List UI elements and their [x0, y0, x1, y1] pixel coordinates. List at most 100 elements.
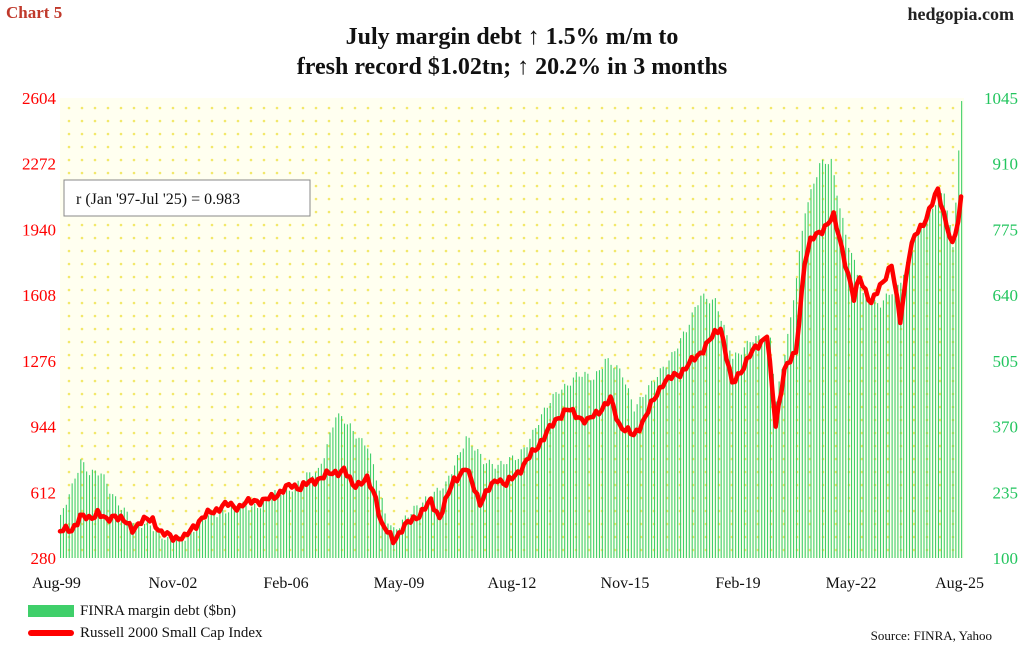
- margin-debt-bar: [436, 487, 438, 558]
- x-axis: Aug-99 Nov-02 Feb-06 May-09 Aug-12 Nov-15 Feb-…: [32, 575, 984, 592]
- margin-debt-bar: [688, 324, 690, 558]
- margin-debt-bar: [375, 480, 377, 558]
- margin-debt-bar: [248, 510, 250, 558]
- margin-debt-bar: [694, 306, 696, 558]
- margin-debt-bar: [372, 464, 375, 558]
- margin-debt-bar: [735, 352, 737, 558]
- margin-debt-bar: [68, 494, 70, 558]
- margin-debt-bar: [769, 337, 771, 558]
- margin-debt-bars: [60, 101, 963, 559]
- margin-debt-bar: [955, 202, 957, 558]
- x-axis-tick-label: Nov-02: [149, 575, 198, 592]
- margin-debt-bar: [958, 150, 960, 558]
- margin-debt-bar: [616, 365, 618, 558]
- margin-debt-bar: [819, 163, 821, 558]
- margin-debt-bar: [781, 369, 783, 558]
- margin-debt-bar: [911, 251, 913, 559]
- margin-debt-bar: [564, 383, 566, 558]
- margin-debt-bar: [775, 401, 777, 558]
- margin-debt-bar: [262, 501, 264, 558]
- margin-debt-bar: [520, 449, 522, 558]
- margin-debt-bar: [422, 502, 424, 558]
- margin-debt-bar: [856, 274, 858, 558]
- left-axis-tick-label: 2604: [22, 89, 57, 108]
- margin-debt-bar: [749, 342, 751, 558]
- margin-debt-bar: [343, 423, 346, 558]
- margin-debt-bar: [474, 450, 476, 558]
- margin-debt-bar: [465, 436, 467, 558]
- margin-debt-bar: [917, 228, 919, 558]
- margin-debt-bar: [949, 224, 951, 559]
- margin-debt-bar: [630, 399, 632, 558]
- margin-debt-bar: [653, 381, 656, 558]
- x-axis-tick-label: Feb-19: [715, 575, 760, 592]
- margin-debt-bar: [135, 522, 137, 558]
- right-axis: 100 235 370 505 640 775 910 1045: [984, 89, 1018, 568]
- margin-debt-bar: [488, 459, 490, 558]
- margin-debt-bar: [485, 463, 488, 558]
- margin-debt-bar: [370, 453, 372, 558]
- margin-debt-bar: [329, 432, 331, 558]
- margin-debt-bar: [596, 371, 598, 558]
- legend-label-margin-debt: FINRA margin debt ($bn): [80, 602, 236, 619]
- margin-debt-bar: [845, 234, 847, 559]
- margin-debt-bar: [952, 247, 954, 558]
- margin-debt-bar: [207, 515, 209, 558]
- margin-debt-bar: [401, 519, 403, 558]
- margin-debt-bar: [868, 302, 870, 558]
- margin-debt-bar: [83, 462, 85, 558]
- margin-debt-bar: [575, 372, 577, 558]
- brand-label: hedgopia.com: [907, 4, 1014, 24]
- margin-debt-bar: [193, 531, 195, 558]
- margin-debt-bar: [732, 358, 734, 558]
- margin-debt-bar: [503, 464, 505, 558]
- margin-debt-bar: [419, 507, 421, 558]
- margin-debt-bar: [471, 446, 473, 558]
- margin-debt-bar: [882, 300, 884, 558]
- margin-debt-bar: [341, 416, 343, 558]
- margin-debt-bar: [277, 491, 279, 558]
- margin-debt-bar: [752, 342, 754, 558]
- margin-debt-bar: [445, 481, 447, 558]
- margin-debt-bar: [937, 196, 940, 558]
- left-axis: 280 612 944 1276 1608 1940 2272 2604: [22, 89, 57, 568]
- margin-debt-bar: [703, 293, 705, 558]
- chart-title: July margin debt ↑ 1.5% m/m to fresh rec…: [0, 22, 1024, 82]
- margin-debt-bar: [648, 385, 650, 558]
- margin-debt-bar: [225, 513, 227, 558]
- margin-debt-bar: [677, 348, 679, 558]
- margin-debt-bar: [682, 331, 685, 558]
- margin-debt-bar: [578, 376, 580, 558]
- margin-debt-bar: [112, 494, 114, 558]
- margin-debt-bar: [396, 529, 398, 558]
- margin-debt-bar: [926, 213, 928, 558]
- margin-debt-bar: [451, 474, 453, 558]
- margin-debt-bar: [726, 335, 728, 558]
- margin-debt-bar: [714, 298, 716, 558]
- margin-debt-bar: [711, 299, 714, 558]
- margin-debt-bar: [364, 445, 366, 558]
- margin-debt-bar: [659, 368, 661, 558]
- margin-debt-bar: [173, 542, 175, 558]
- margin-debt-bar: [764, 340, 766, 558]
- margin-debt-bar: [288, 490, 290, 558]
- margin-debt-bar: [242, 501, 244, 558]
- source-note: Source: FINRA, Yahoo: [870, 628, 992, 643]
- margin-debt-bar: [590, 380, 592, 558]
- margin-debt-bar: [335, 417, 337, 558]
- legend: FINRA margin debt ($bn) Russell 2000 Sma…: [28, 600, 263, 644]
- margin-debt-bar: [543, 407, 545, 558]
- margin-debt-bar: [309, 472, 311, 558]
- margin-debt-bar: [494, 468, 496, 558]
- margin-debt-bar: [338, 413, 340, 558]
- margin-debt-bar: [500, 460, 502, 558]
- chart-title-line-1: July margin debt ↑ 1.5% m/m to: [345, 24, 679, 50]
- margin-debt-bar: [483, 464, 485, 558]
- margin-debt-bar: [903, 274, 905, 558]
- margin-debt-bar: [399, 528, 401, 558]
- margin-debt-bar: [897, 284, 899, 558]
- margin-debt-bar: [332, 427, 334, 558]
- margin-debt-bar: [161, 538, 163, 558]
- margin-debt-bar: [91, 469, 93, 558]
- margin-debt-bar: [888, 294, 890, 558]
